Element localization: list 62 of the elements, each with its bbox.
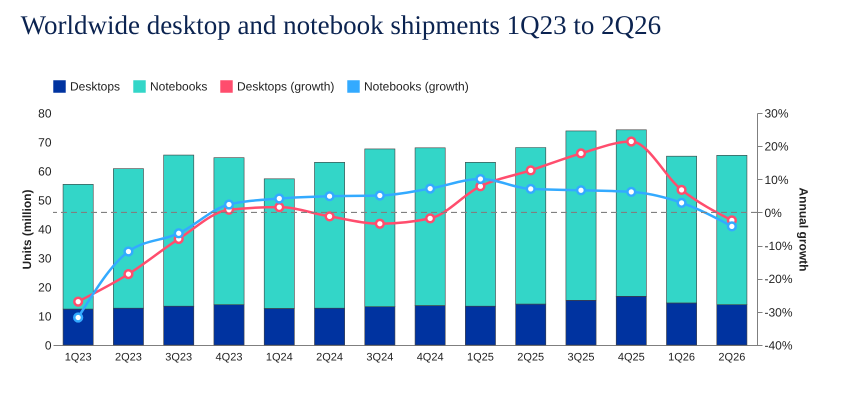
point — [224, 199, 234, 210]
point — [324, 191, 335, 202]
x-tick-label: 1Q24 — [266, 352, 293, 364]
point — [374, 218, 385, 229]
x-tick-label: 4Q25 — [618, 352, 645, 364]
point — [123, 268, 134, 280]
point — [676, 184, 687, 196]
point — [274, 193, 284, 204]
y2-tick-label: 30% — [764, 106, 789, 120]
y-tick-label: 0 — [44, 338, 52, 352]
point — [576, 148, 586, 159]
point — [174, 228, 184, 238]
x-tick-label: 3Q24 — [366, 352, 394, 364]
x-tick-label: 4Q23 — [216, 352, 242, 364]
x-tick-label: 3Q23 — [165, 352, 192, 364]
x-tick-label: 2Q26 — [718, 352, 746, 364]
point — [425, 213, 436, 224]
x-tick-label: 4Q24 — [416, 352, 444, 364]
y2-tick-label: 20% — [764, 140, 789, 154]
y-tick-label: 40 — [38, 222, 52, 236]
point — [726, 221, 737, 232]
y-tick-label: 70 — [38, 136, 52, 150]
point — [374, 190, 385, 201]
y-axis-title: Units (million) — [20, 190, 34, 270]
legend-label: Desktops — [70, 80, 120, 94]
point — [123, 246, 134, 257]
y2-tick-label: -40% — [764, 338, 793, 352]
point — [73, 296, 84, 307]
point — [475, 174, 486, 184]
point — [73, 312, 84, 323]
y2-tick-label: 0% — [764, 206, 782, 220]
chart-title: Worldwide desktop and notebook shipments 1Q23 to 2Q26 — [20, 10, 662, 40]
y2-tick-label: 10% — [764, 172, 789, 187]
y-tick-label: 20 — [38, 280, 52, 294]
point — [324, 211, 335, 222]
point — [526, 184, 536, 194]
point — [425, 183, 436, 194]
point — [526, 165, 536, 176]
point — [626, 186, 636, 197]
point — [576, 185, 586, 196]
point — [626, 136, 636, 147]
y2-tick-label: -20% — [764, 272, 793, 286]
legend-label: Desktops (growth) — [237, 80, 334, 94]
y2-axis-title: Annual growth — [796, 188, 811, 272]
x-tick-label: 1Q25 — [466, 352, 494, 364]
y2-tick-label: -30% — [764, 305, 793, 320]
y-tick-label: 10 — [38, 310, 52, 324]
x-tick-label: 2Q23 — [114, 352, 142, 364]
x-tick-label: 2Q24 — [316, 352, 344, 364]
legend-label: Notebooks — [150, 80, 208, 94]
x-tick-label: 1Q23 — [64, 352, 92, 364]
y-tick-label: 80 — [38, 106, 52, 120]
y-tick-label: 60 — [38, 164, 52, 178]
point — [676, 198, 687, 208]
y2-tick-label: -10% — [764, 239, 793, 254]
y-tick-label: 30 — [38, 252, 52, 266]
point — [274, 202, 284, 212]
y-tick-label: 50 — [38, 194, 52, 208]
x-tick-label: 3Q25 — [568, 352, 594, 364]
x-tick-label: 2Q25 — [517, 352, 544, 364]
x-tick-label: 1Q26 — [668, 352, 696, 364]
legend-label: Notebooks (growth) — [364, 80, 469, 94]
